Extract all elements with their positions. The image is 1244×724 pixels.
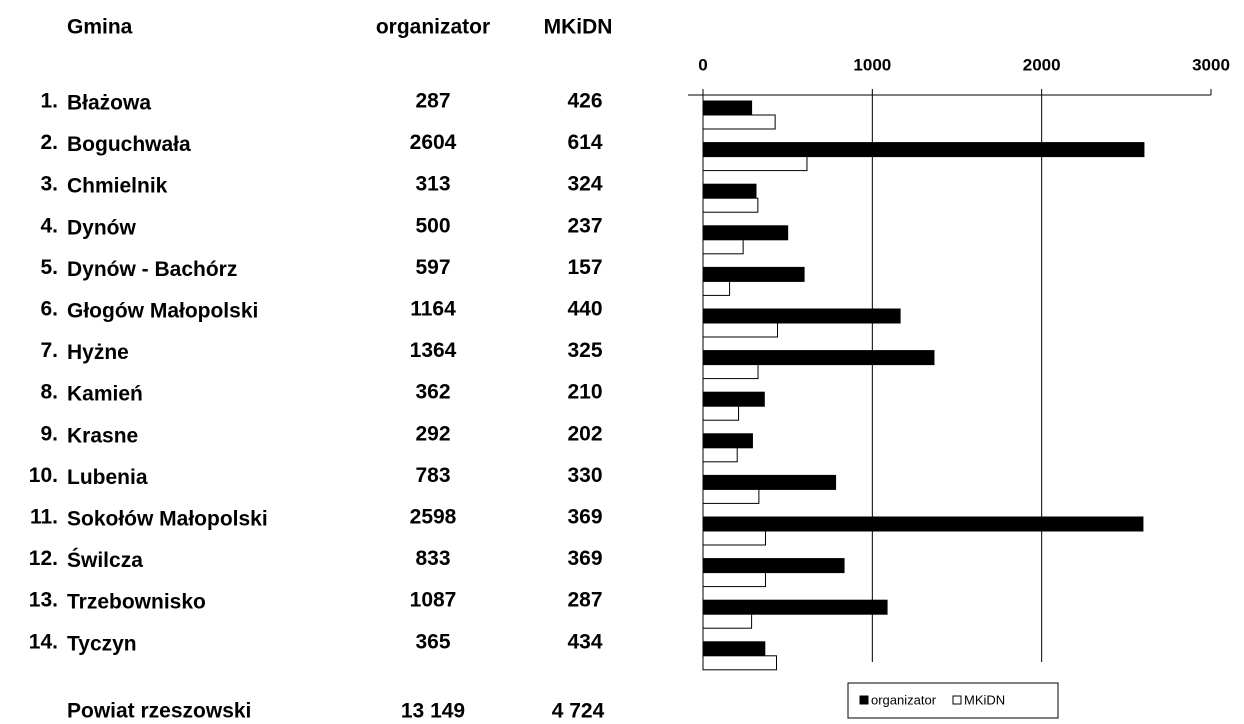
row-number: 10. — [29, 464, 58, 487]
row-number: 7. — [40, 339, 58, 362]
bar — [702, 364, 759, 380]
bar — [702, 655, 777, 671]
mkidn-value: 210 — [567, 381, 602, 404]
organizator-value: 365 — [415, 630, 450, 653]
mkidn-value: 440 — [567, 298, 602, 321]
gmina-name: Boguchwała — [67, 133, 191, 156]
row-number: 14. — [29, 630, 58, 653]
legend-swatch — [952, 695, 962, 705]
row-number: 9. — [40, 422, 58, 445]
bar — [702, 239, 744, 255]
bar — [702, 266, 805, 282]
header-gmina: Gmina — [67, 16, 133, 39]
row-number: 6. — [40, 298, 58, 321]
organizator-value: 292 — [415, 422, 450, 445]
mkidn-value: 434 — [567, 630, 602, 653]
bar — [702, 350, 935, 366]
total-mkidn: 4 724 — [552, 700, 605, 723]
organizator-value: 500 — [415, 214, 450, 237]
bar — [702, 391, 765, 407]
row-number: 8. — [40, 381, 58, 404]
bar — [702, 183, 757, 199]
bar — [702, 197, 759, 213]
bar — [702, 613, 753, 629]
organizator-value: 2604 — [410, 131, 457, 154]
bar — [702, 308, 901, 324]
organizator-value: 833 — [415, 547, 450, 570]
row-number: 11. — [30, 506, 58, 529]
x-tick-label: 1000 — [853, 55, 891, 74]
row-number: 4. — [40, 214, 58, 237]
gmina-name: Kamień — [67, 383, 143, 406]
bar — [702, 530, 766, 546]
mkidn-value: 237 — [567, 214, 602, 237]
row-number: 12. — [29, 547, 58, 570]
bar — [702, 572, 766, 588]
row-number: 2. — [40, 131, 58, 154]
gmina-name: Krasne — [67, 424, 138, 447]
bar — [702, 474, 837, 490]
header-organizator: organizator — [376, 16, 490, 39]
organizator-value: 362 — [415, 381, 450, 404]
bar — [702, 433, 753, 449]
row-number: 1. — [40, 90, 58, 113]
bar — [702, 558, 845, 574]
organizator-value: 783 — [415, 464, 450, 487]
mkidn-value: 324 — [567, 173, 602, 196]
gmina-name: Chmielnik — [67, 175, 168, 198]
bar — [702, 114, 776, 130]
gmina-name: Błażowa — [67, 92, 151, 115]
mkidn-value: 614 — [567, 131, 602, 154]
total-organizator: 13 149 — [401, 700, 465, 723]
gmina-name: Trzebownisko — [67, 591, 206, 614]
organizator-value: 597 — [415, 256, 450, 279]
mkidn-value: 426 — [567, 90, 602, 113]
bar — [702, 599, 888, 615]
row-number: 3. — [40, 173, 58, 196]
legend-label: organizator — [871, 692, 937, 707]
gmina-name: Tyczyn — [67, 632, 137, 655]
legend-swatch — [859, 695, 869, 705]
bar — [702, 488, 760, 504]
mkidn-value: 369 — [567, 547, 602, 570]
x-tick-label: 2000 — [1023, 55, 1061, 74]
x-tick-label: 3000 — [1192, 55, 1230, 74]
organizator-value: 1164 — [410, 298, 456, 321]
bar — [702, 280, 731, 296]
bar — [702, 225, 789, 241]
row-number: 5. — [40, 256, 58, 279]
organizator-value: 313 — [415, 173, 450, 196]
bar — [702, 405, 740, 421]
mkidn-value: 157 — [567, 256, 602, 279]
mkidn-value: 325 — [567, 339, 602, 362]
mkidn-value: 287 — [567, 589, 602, 612]
gmina-name: Sokołów Małopolski — [67, 508, 268, 531]
gmina-name: Hyżne — [67, 341, 129, 364]
gmina-name: Świlcza — [67, 548, 143, 572]
row-number: 13. — [29, 589, 58, 612]
legend-label: MKiDN — [964, 692, 1005, 707]
mkidn-value: 330 — [567, 464, 602, 487]
organizator-value: 1364 — [410, 339, 457, 362]
bar — [702, 156, 808, 172]
mkidn-value: 369 — [567, 506, 602, 529]
bar — [702, 641, 766, 657]
bar — [702, 516, 1144, 532]
total-label: Powiat rzeszowski — [67, 700, 251, 723]
bar — [702, 322, 779, 338]
gmina-name: Lubenia — [67, 466, 148, 489]
bar — [702, 447, 738, 463]
gmina-name: Dynów — [67, 216, 137, 239]
mkidn-value: 202 — [567, 422, 602, 445]
gmina-name: Dynów - Bachórz — [67, 258, 237, 281]
gmina-name: Głogów Małopolski — [67, 300, 258, 323]
organizator-value: 1087 — [410, 589, 457, 612]
bar — [702, 142, 1145, 158]
x-tick-label: 0 — [698, 55, 707, 74]
bar — [702, 100, 753, 116]
header-mkidn: MKiDN — [544, 16, 613, 39]
organizator-value: 2598 — [410, 506, 457, 529]
organizator-value: 287 — [415, 90, 450, 113]
